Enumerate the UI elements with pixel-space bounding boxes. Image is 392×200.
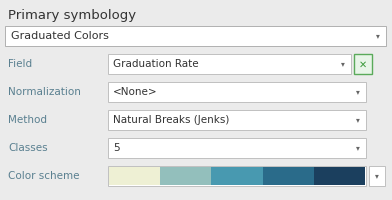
- Bar: [263, 167, 314, 185]
- Bar: [5, 26, 386, 46]
- Bar: [108, 82, 366, 102]
- Text: <None>: <None>: [113, 87, 158, 97]
- Text: Graduation Rate: Graduation Rate: [113, 59, 199, 69]
- Bar: [108, 54, 351, 74]
- Text: Natural Breaks (Jenks): Natural Breaks (Jenks): [113, 115, 229, 125]
- Text: ▾: ▾: [356, 144, 360, 152]
- Text: Normalization: Normalization: [8, 87, 81, 97]
- Bar: [108, 138, 366, 158]
- Text: 5: 5: [113, 143, 120, 153]
- Text: Color scheme: Color scheme: [8, 171, 80, 181]
- Bar: [160, 167, 211, 185]
- Bar: [108, 166, 366, 186]
- Text: ▾: ▾: [341, 60, 345, 68]
- Bar: [109, 167, 160, 185]
- Text: ✕: ✕: [359, 60, 367, 70]
- Text: Primary symbology: Primary symbology: [8, 9, 136, 22]
- Text: Graduated Colors: Graduated Colors: [11, 31, 109, 41]
- Bar: [211, 167, 263, 185]
- Text: Classes: Classes: [8, 143, 47, 153]
- Text: Field: Field: [8, 59, 32, 69]
- Bar: [369, 166, 385, 186]
- Text: Method: Method: [8, 115, 47, 125]
- Bar: [108, 110, 366, 130]
- Text: ▾: ▾: [375, 171, 379, 180]
- Text: ▾: ▾: [376, 31, 380, 40]
- Bar: [314, 167, 365, 185]
- Bar: [354, 54, 372, 74]
- Text: ▾: ▾: [356, 88, 360, 97]
- Text: ▾: ▾: [356, 116, 360, 124]
